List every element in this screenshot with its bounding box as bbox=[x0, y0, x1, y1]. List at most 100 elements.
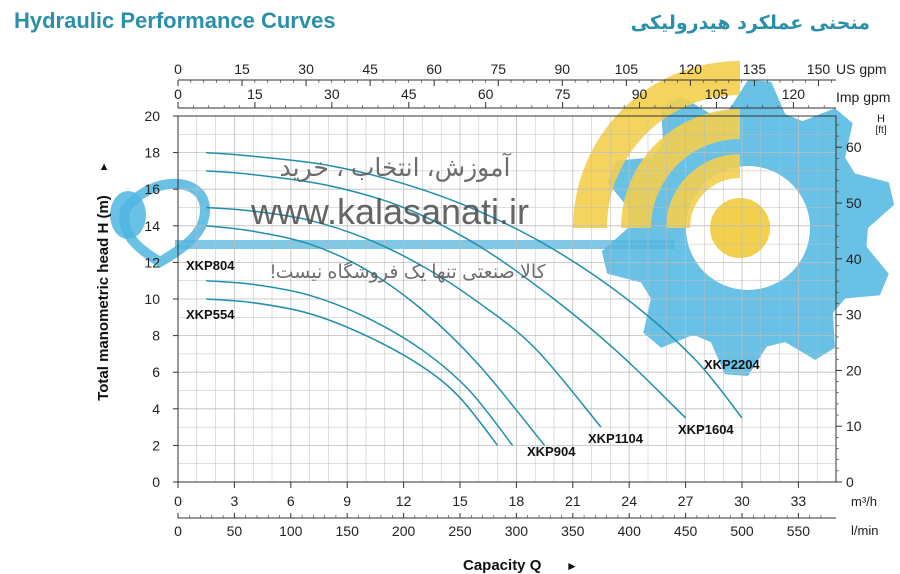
m3h-tick-label: 27 bbox=[678, 493, 694, 509]
ft-tick-label: 10 bbox=[846, 418, 862, 434]
curve-xkp554 bbox=[206, 298, 499, 446]
curve-xkp2204 bbox=[206, 151, 743, 419]
curve-xkp1104 bbox=[206, 206, 602, 428]
curve-xkp804 bbox=[206, 279, 514, 446]
impgpm-tick-label: 90 bbox=[632, 86, 648, 102]
watermark: آموزش، انتخاب ، خرید www.kalasanati.ir کال… bbox=[250, 152, 547, 283]
y-tick-label: 4 bbox=[152, 401, 160, 417]
chart-curve-labels: XKP804 XKP554 XKP904 XKP1104 XKP1604 XKP2204 bbox=[186, 258, 760, 459]
usgpm-tick-label: 135 bbox=[743, 61, 767, 77]
usgpm-tick-label: 75 bbox=[490, 61, 506, 77]
m3h-tick-label: 15 bbox=[452, 493, 468, 509]
curve-xkp904 bbox=[206, 225, 546, 446]
label-xkp1604: XKP1604 bbox=[678, 422, 734, 437]
m3h-tick-label: 9 bbox=[343, 493, 351, 509]
ft-tick-label: 20 bbox=[846, 362, 862, 378]
usgpm-tick-label: 60 bbox=[426, 61, 442, 77]
impgpm-tick-label: 15 bbox=[247, 86, 263, 102]
y-axis-label: Total manometric head H (m) bbox=[95, 195, 112, 401]
y-tick-label: 12 bbox=[144, 254, 160, 270]
signal-arc-2 bbox=[621, 109, 741, 229]
y-tick-label: 8 bbox=[152, 328, 160, 344]
m3h-tick-label: 33 bbox=[791, 493, 807, 509]
usgpm-tick-label: 120 bbox=[679, 61, 703, 77]
impgpm-tick-label: 60 bbox=[478, 86, 494, 102]
usgpm-tick-label: 15 bbox=[234, 61, 250, 77]
impgpm-tick-label: 30 bbox=[324, 86, 340, 102]
label-xkp804: XKP804 bbox=[186, 258, 235, 273]
usgpm-tick-label: 105 bbox=[615, 61, 639, 77]
impgpm-unit: Imp gpm bbox=[836, 89, 890, 105]
lmin-tick-label: 550 bbox=[787, 523, 811, 539]
x-axis-label: Capacity Q bbox=[463, 557, 542, 574]
label-xkp2204: XKP2204 bbox=[704, 357, 760, 372]
usgpm-unit: US gpm bbox=[836, 61, 887, 77]
y-tick-label: 16 bbox=[144, 181, 160, 197]
m3h-tick-label: 21 bbox=[565, 493, 581, 509]
impgpm-tick-label: 105 bbox=[705, 86, 729, 102]
usgpm-tick-label: 30 bbox=[298, 61, 314, 77]
y-tick-label: 6 bbox=[152, 364, 160, 380]
y-axis-arrow: ▲ bbox=[99, 161, 110, 173]
lmin-tick-label: 350 bbox=[561, 523, 585, 539]
ft-label-unit: [ft] bbox=[875, 125, 886, 136]
impgpm-tick-label: 75 bbox=[555, 86, 571, 102]
lmin-unit: l/min bbox=[851, 523, 878, 538]
m3h-tick-label: 24 bbox=[621, 493, 637, 509]
watermark-url: www.kalasanati.ir bbox=[250, 191, 529, 232]
chart-grid bbox=[177, 115, 837, 483]
label-xkp554: XKP554 bbox=[186, 307, 235, 322]
label-xkp1104: XKP1104 bbox=[588, 431, 644, 446]
signal-arc-1 bbox=[573, 61, 741, 229]
curve-xkp1604 bbox=[206, 170, 687, 419]
lmin-tick-label: 450 bbox=[674, 523, 698, 539]
y-tick-label: 20 bbox=[144, 108, 160, 124]
watermark-line1: آموزش، انتخاب ، خرید bbox=[280, 152, 512, 182]
lmin-tick-label: 200 bbox=[392, 523, 416, 539]
plug-cable bbox=[175, 240, 675, 249]
y-tick-label: 10 bbox=[144, 291, 160, 307]
label-xkp904: XKP904 bbox=[527, 444, 576, 459]
y-tick-label: 18 bbox=[144, 145, 160, 161]
logo-dot bbox=[710, 198, 770, 258]
impgpm-tick-label: 45 bbox=[401, 86, 417, 102]
ft-tick-label: 60 bbox=[846, 139, 862, 155]
m3h-tick-label: 12 bbox=[396, 493, 412, 509]
usgpm-tick-label: 45 bbox=[362, 61, 378, 77]
impgpm-tick-label: 120 bbox=[782, 86, 806, 102]
usgpm-tick-label: 0 bbox=[174, 61, 182, 77]
m3h-tick-label: 0 bbox=[174, 493, 182, 509]
m3h-unit: m³/h bbox=[851, 494, 877, 509]
watermark-line2: کالا صنعتی تنها یک فروشگاه نیست! bbox=[270, 260, 546, 283]
plug-head bbox=[110, 191, 146, 239]
lmin-tick-label: 150 bbox=[336, 523, 360, 539]
lmin-tick-label: 400 bbox=[618, 523, 642, 539]
lmin-tick-label: 300 bbox=[505, 523, 529, 539]
lmin-tick-label: 50 bbox=[227, 523, 243, 539]
y-tick-label: 0 bbox=[152, 474, 160, 490]
impgpm-tick-label: 0 bbox=[174, 86, 182, 102]
m3h-tick-label: 18 bbox=[509, 493, 525, 509]
lmin-tick-label: 100 bbox=[279, 523, 303, 539]
usgpm-tick-label: 90 bbox=[555, 61, 571, 77]
y-tick-label: 2 bbox=[152, 437, 160, 453]
chart-curves bbox=[206, 151, 743, 446]
ft-tick-label: 30 bbox=[846, 307, 862, 323]
ft-label-h: H bbox=[877, 113, 885, 125]
plug-outline bbox=[119, 178, 211, 268]
m3h-tick-label: 6 bbox=[287, 493, 295, 509]
x-axis-arrow: ► bbox=[566, 559, 578, 573]
m3h-tick-label: 30 bbox=[734, 493, 750, 509]
m3h-tick-label: 3 bbox=[231, 493, 239, 509]
lmin-tick-label: 250 bbox=[448, 523, 472, 539]
chart-title-en: Hydraulic Performance Curves bbox=[14, 8, 336, 33]
ft-tick-label: 50 bbox=[846, 195, 862, 211]
signal-arc-3 bbox=[666, 154, 741, 229]
kalasanati-logo bbox=[110, 61, 895, 376]
lmin-tick-label: 0 bbox=[174, 523, 182, 539]
ft-tick-label: 40 bbox=[846, 251, 862, 267]
y-tick-label: 14 bbox=[144, 218, 160, 234]
lmin-tick-label: 500 bbox=[730, 523, 754, 539]
